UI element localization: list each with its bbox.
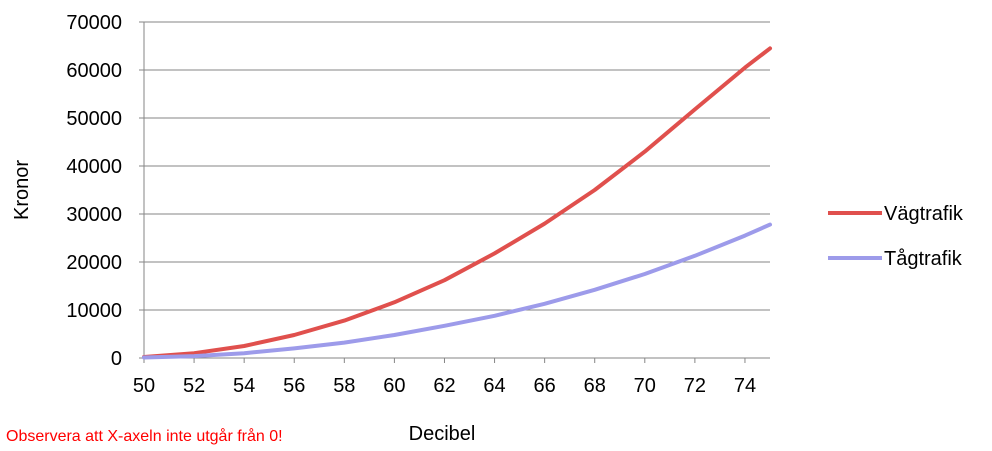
x-tick-label: 64 [483, 375, 505, 397]
x-tick-label: 74 [734, 375, 756, 397]
y-tick-label: 0 [111, 348, 122, 370]
legend: Vägtrafik Tågtrafik [828, 203, 964, 270]
x-tick-label: 70 [634, 375, 656, 397]
x-tick-label: 56 [283, 375, 305, 397]
x-tick-label: 58 [333, 375, 355, 397]
x-tick-label: 50 [133, 375, 155, 397]
y-tick-label: 20000 [66, 252, 122, 274]
x-tick-label: 72 [684, 375, 706, 397]
axes [143, 22, 770, 359]
y-tick-label: 30000 [66, 204, 122, 226]
x-tick-label: 52 [183, 375, 205, 397]
series-line [142, 222, 772, 360]
y-tick-label: 40000 [66, 156, 122, 178]
x-tick-label: 62 [433, 375, 455, 397]
y-tick-label: 70000 [66, 12, 122, 34]
y-tick-label: 60000 [66, 60, 122, 82]
y-tick-labels: 0 10000 20000 30000 40000 50000 60000 70000 [66, 12, 122, 370]
x-axis-note: Observera att X-axeln inte utgår från 0! [6, 428, 283, 445]
y-axis-title: Kronor [11, 160, 33, 220]
x-tick-label: 66 [534, 375, 556, 397]
x-tick-label: 54 [233, 375, 255, 397]
x-axis-title: Decibel [409, 423, 476, 445]
x-tick-label: 68 [584, 375, 606, 397]
y-tick-label: 50000 [66, 108, 122, 130]
x-tick-label: 60 [383, 375, 405, 397]
series-line [142, 46, 772, 359]
gridlines [139, 21, 770, 363]
legend-label: Tågtrafik [884, 248, 963, 270]
x-tick-labels: 50 52 54 56 58 60 62 64 66 68 70 72 74 [133, 375, 756, 397]
legend-label: Vägtrafik [884, 203, 964, 225]
y-tick-label: 10000 [66, 300, 122, 322]
series-lines [142, 46, 772, 360]
